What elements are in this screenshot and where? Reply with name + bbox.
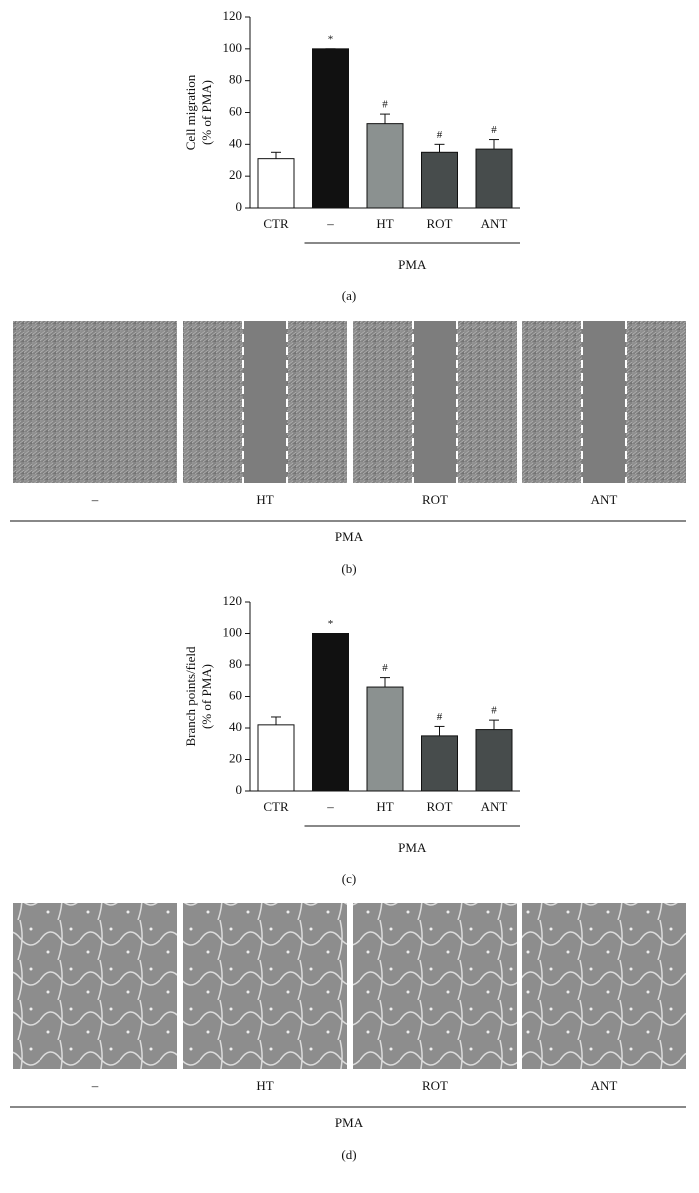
y-tick-label: 120 xyxy=(223,8,243,23)
y-tick-label: 40 xyxy=(229,135,242,150)
y-axis-label: Cell migration(% of PMA) xyxy=(183,74,214,150)
significance-marker: # xyxy=(382,662,388,674)
significance-marker: # xyxy=(437,711,443,723)
bar xyxy=(366,686,404,792)
group-label: PMA xyxy=(335,1115,364,1130)
x-tick-label: HT xyxy=(376,799,393,814)
bar xyxy=(475,729,513,792)
y-tick-label: 100 xyxy=(223,624,243,639)
image-label: HT xyxy=(256,492,273,507)
scratch-gap xyxy=(582,321,626,483)
x-tick-label: – xyxy=(326,799,334,814)
group-label: PMA xyxy=(398,840,427,855)
x-tick-label: CTR xyxy=(263,799,289,814)
y-tick-label: 20 xyxy=(229,167,242,182)
bar xyxy=(257,724,295,792)
x-tick-label: ROT xyxy=(427,216,453,231)
y-tick-label: 80 xyxy=(229,72,242,87)
x-tick-label: ROT xyxy=(427,799,453,814)
y-tick-label: 60 xyxy=(229,687,242,702)
y-tick-label: 0 xyxy=(236,199,243,214)
significance-marker: # xyxy=(491,705,497,717)
image-label: ROT xyxy=(422,1078,448,1093)
y-tick-label: 100 xyxy=(223,40,243,55)
y-tick-label: 120 xyxy=(223,593,243,608)
micrograph xyxy=(522,903,686,1069)
bar xyxy=(312,48,349,209)
y-tick-label: 0 xyxy=(236,782,243,797)
caption: (c) xyxy=(342,871,356,886)
significance-marker: # xyxy=(382,99,388,111)
scratch-gap xyxy=(413,321,457,483)
caption: (d) xyxy=(341,1147,356,1162)
caption: (a) xyxy=(342,288,356,303)
scratch-gap xyxy=(243,321,287,483)
significance-marker: # xyxy=(437,129,443,141)
caption: (b) xyxy=(341,561,356,576)
micrograph xyxy=(183,903,347,1069)
significance-marker: * xyxy=(328,33,334,45)
bar xyxy=(366,123,404,209)
image-label: ANT xyxy=(591,492,618,507)
x-tick-label: HT xyxy=(376,216,393,231)
y-axis-label-line: Cell migration xyxy=(183,74,198,150)
y-axis-label-line: (% of PMA) xyxy=(199,664,214,729)
bar xyxy=(312,633,349,792)
image-label: HT xyxy=(256,1078,273,1093)
significance-marker: * xyxy=(328,618,334,630)
y-tick-label: 80 xyxy=(229,656,242,671)
image-label: – xyxy=(91,492,99,507)
image-label: ROT xyxy=(422,492,448,507)
bar xyxy=(421,735,458,792)
micrograph xyxy=(353,903,517,1069)
y-tick-label: 60 xyxy=(229,103,242,118)
bar xyxy=(475,148,513,209)
micrograph xyxy=(13,903,177,1069)
y-axis-label-line: (% of PMA) xyxy=(199,80,214,145)
x-tick-label: ANT xyxy=(481,216,508,231)
bar xyxy=(421,151,458,209)
image-label: ANT xyxy=(591,1078,618,1093)
x-tick-label: – xyxy=(326,216,334,231)
x-tick-label: CTR xyxy=(263,216,289,231)
x-tick-label: ANT xyxy=(481,799,508,814)
image-label: – xyxy=(91,1078,99,1093)
y-axis-label: Branch points/field(% of PMA) xyxy=(183,646,214,747)
group-label: PMA xyxy=(335,529,364,544)
bar xyxy=(257,158,295,209)
y-tick-label: 40 xyxy=(229,719,242,734)
micrograph xyxy=(13,321,177,483)
y-axis-label-line: Branch points/field xyxy=(183,646,198,747)
y-tick-label: 20 xyxy=(229,750,242,765)
group-label: PMA xyxy=(398,257,427,272)
significance-marker: # xyxy=(491,124,497,136)
